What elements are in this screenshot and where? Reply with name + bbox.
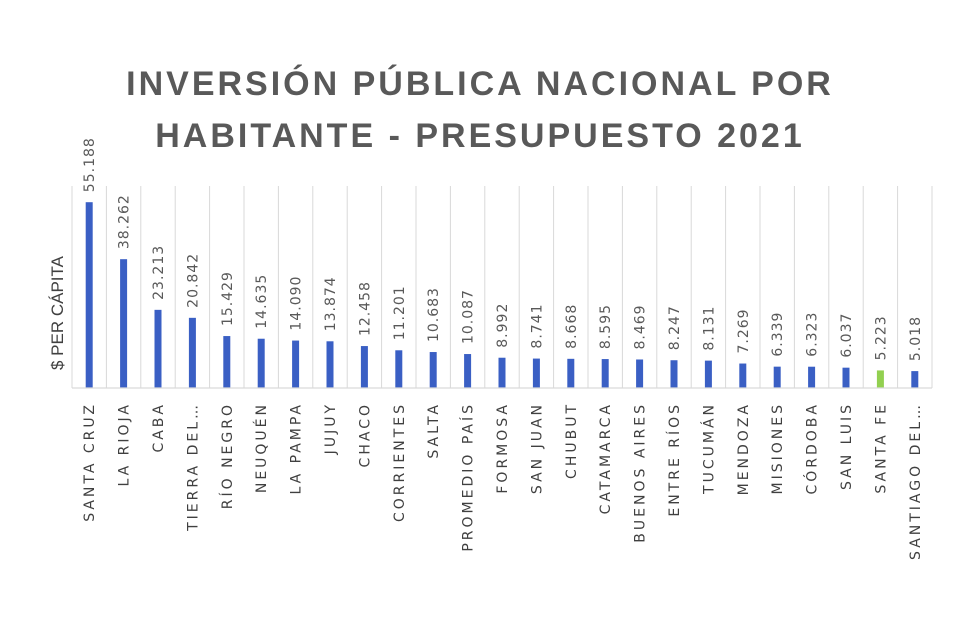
category-label-20: MISIONES <box>770 402 786 494</box>
bar-18 <box>704 360 712 388</box>
bar-21 <box>808 366 816 388</box>
category-label-19: MENDOZA <box>736 402 752 495</box>
data-label-10: 10.683 <box>426 287 442 342</box>
y-axis-label: $ PER CÁPITA <box>48 255 67 370</box>
category-label-3: TIERRA DEL… <box>185 402 201 532</box>
bar-17 <box>670 360 678 388</box>
category-label-9: CORRIENTES <box>392 402 408 522</box>
category-label-21: CÓRDOBA <box>803 402 821 495</box>
data-label-0: 55.188 <box>82 137 98 192</box>
data-label-2: 23.213 <box>151 245 167 300</box>
category-label-17: ENTRE RÍOS <box>666 402 683 517</box>
category-label-0: SANTA CRUZ <box>82 402 98 522</box>
category-label-14: CHUBUT <box>564 402 580 479</box>
data-label-5: 14.635 <box>254 274 270 329</box>
category-label-23: SANTA FE <box>873 402 889 494</box>
chart-title-line-1: INVERSIÓN PÚBLICA NACIONAL POR <box>126 65 834 103</box>
bar-2 <box>154 309 162 388</box>
category-label-22: SAN LUIS <box>839 402 855 490</box>
bar-24 <box>911 371 919 388</box>
category-label-2: CABA <box>151 402 167 453</box>
data-label-4: 15.429 <box>220 271 236 326</box>
bar-1 <box>120 259 128 388</box>
data-label-24: 5.018 <box>908 316 924 361</box>
bar-23 <box>876 370 884 388</box>
bar-16 <box>636 359 644 388</box>
category-label-5: NEUQUÉN <box>253 402 270 493</box>
bar-4 <box>223 336 231 388</box>
chart-title-line-2: HABITANTE - PRESUPUESTO 2021 <box>155 117 805 155</box>
data-label-11: 10.087 <box>461 289 477 344</box>
data-label-9: 11.201 <box>392 285 408 340</box>
bar-7 <box>326 341 334 388</box>
bar-14 <box>567 358 575 388</box>
bar-10 <box>429 352 437 388</box>
category-label-10: SALTA <box>426 402 442 459</box>
gridlines <box>71 186 933 388</box>
category-label-12: FORMOSA <box>495 402 511 494</box>
data-label-7: 13.874 <box>323 276 339 331</box>
bar-13 <box>532 358 540 388</box>
data-label-15: 8.595 <box>598 304 614 349</box>
data-label-8: 12.458 <box>357 281 373 336</box>
bar-19 <box>739 363 747 388</box>
category-label-1: LA RIOJA <box>117 402 133 486</box>
category-label-4: RÍO NEGRO <box>219 402 236 509</box>
data-label-17: 8.247 <box>667 305 683 350</box>
category-label-8: CHACO <box>357 402 373 467</box>
chart-title: INVERSIÓN PÚBLICA NACIONAL POR HABITANTE… <box>70 58 890 162</box>
data-label-20: 6.339 <box>770 312 786 357</box>
data-label-14: 8.668 <box>564 304 580 349</box>
bars <box>85 202 919 388</box>
category-labels: SANTA CRUZ LA RIOJA CABA TIERRA DEL… RÍO NEG… <box>82 402 924 560</box>
bar-6 <box>292 340 300 388</box>
category-label-24: SANTIAGO DEL… <box>908 402 924 560</box>
data-label-18: 8.131 <box>701 306 717 351</box>
data-label-19: 7.269 <box>736 308 752 353</box>
bar-12 <box>498 357 506 388</box>
category-label-15: CATAMARCA <box>598 402 614 514</box>
data-label-16: 8.469 <box>633 304 649 349</box>
bar-0 <box>85 202 93 388</box>
data-label-3: 20.842 <box>185 253 201 308</box>
data-label-1: 38.262 <box>117 194 133 249</box>
data-label-12: 8.992 <box>495 303 511 348</box>
bar-20 <box>773 366 781 388</box>
category-label-11: PROMEDIO PAÍS <box>460 402 477 552</box>
category-label-13: SAN JUAN <box>529 402 545 494</box>
category-label-6: LA PAMPA <box>289 402 305 494</box>
bar-8 <box>360 346 368 388</box>
bar-22 <box>842 367 850 388</box>
bar-9 <box>395 350 403 388</box>
category-label-7: JUJUY <box>323 402 339 455</box>
bar-11 <box>464 354 472 388</box>
data-label-13: 8.741 <box>529 303 545 348</box>
bar-3 <box>188 317 196 388</box>
data-label-23: 5.223 <box>873 315 889 360</box>
data-label-21: 6.323 <box>805 312 821 357</box>
category-label-16: BUENOS AIRES <box>633 402 649 543</box>
data-label-22: 6.037 <box>839 313 855 358</box>
bar-15 <box>601 359 609 388</box>
data-label-6: 14.090 <box>289 276 305 331</box>
data-labels: 55.188 38.262 23.213 20.842 15.429 14.635 14.0… <box>82 137 924 361</box>
category-label-18: TUCUMÁN <box>700 402 717 495</box>
bar-5 <box>257 338 265 388</box>
